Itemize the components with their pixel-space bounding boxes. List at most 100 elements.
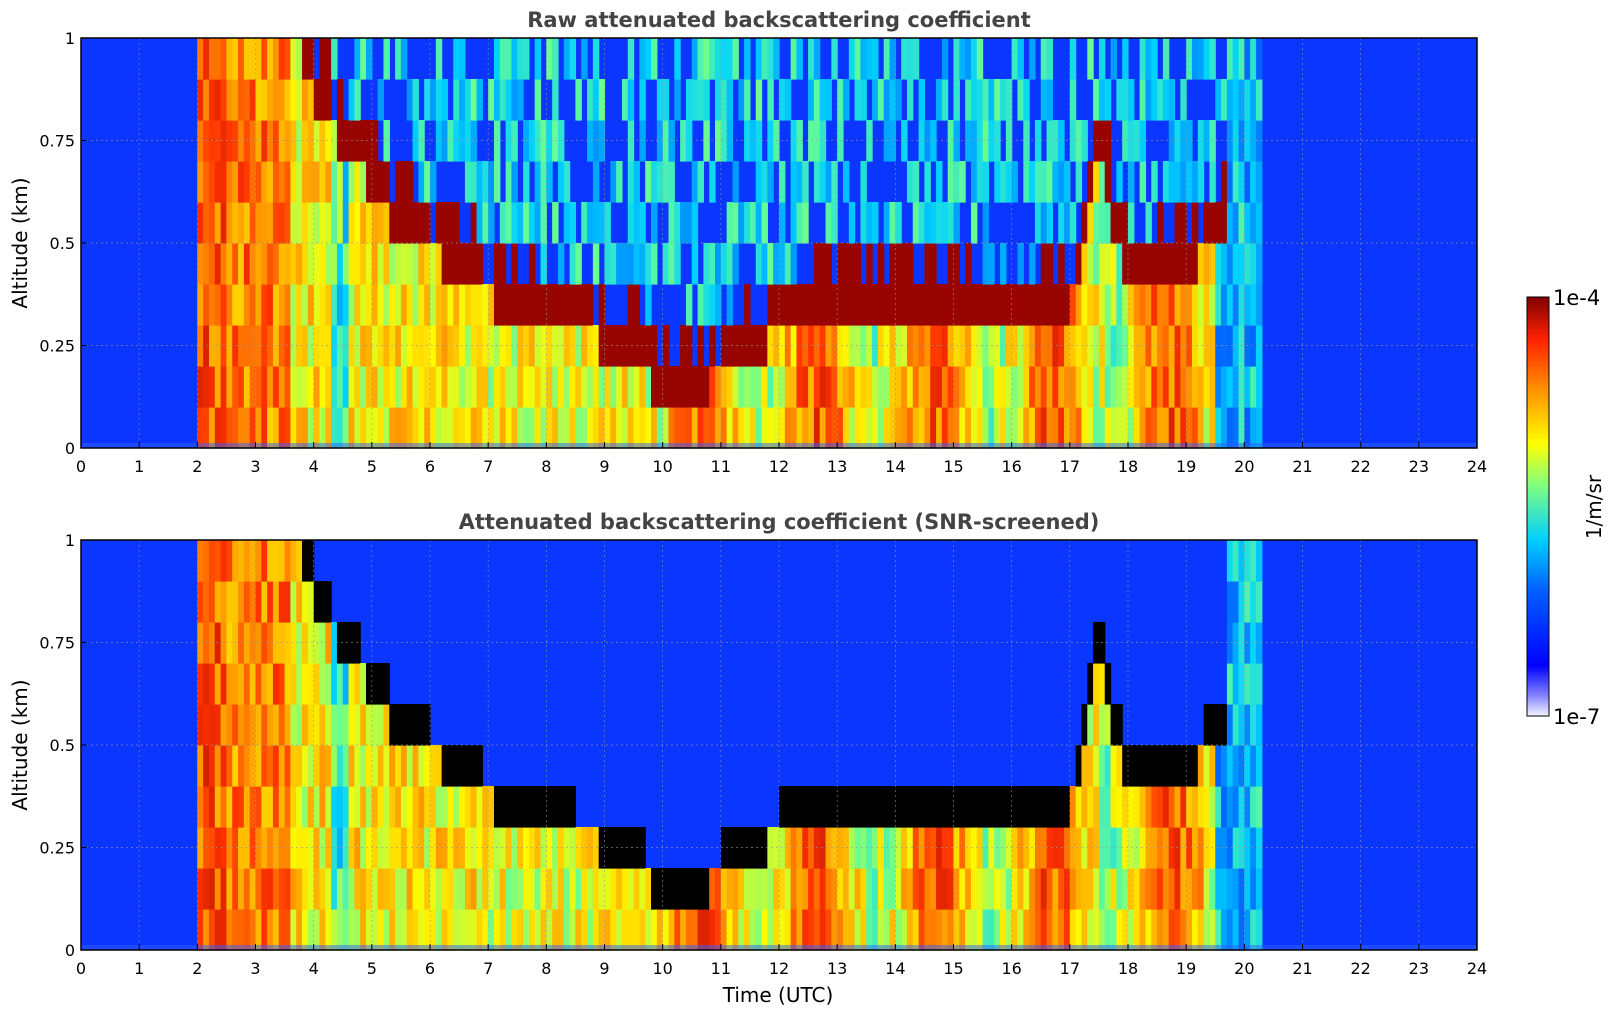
heatmap-cell	[936, 79, 943, 121]
heatmap-cell	[662, 120, 670, 162]
heatmap-cell	[540, 827, 547, 869]
heatmap-cell	[406, 366, 414, 408]
heatmap-cell	[581, 38, 588, 80]
heatmap-cell	[552, 909, 559, 951]
heatmap-cell	[511, 868, 518, 910]
heatmap-cell	[866, 243, 873, 285]
heatmap-cell	[255, 366, 262, 408]
heatmap-cell	[1203, 909, 1211, 951]
heatmap-cell	[941, 202, 949, 244]
heatmap-cell	[1226, 202, 1234, 244]
heatmap-cell	[1058, 284, 1065, 326]
heatmap-cell	[941, 284, 949, 326]
heatmap-cell	[953, 79, 960, 121]
heatmap-cell	[552, 38, 559, 80]
heatmap-cell	[1151, 366, 1158, 408]
heatmap-cell	[918, 284, 926, 326]
heatmap-cell	[284, 868, 291, 910]
heatmap-cell	[464, 284, 472, 326]
heatmap-cell	[319, 581, 326, 623]
x-tick-label: 17	[1060, 457, 1080, 476]
heatmap-cell	[261, 540, 268, 582]
heatmap-cell	[1162, 868, 1170, 910]
heatmap-cell	[296, 407, 303, 449]
heatmap-cell	[639, 366, 646, 408]
heatmap-cell	[1250, 202, 1257, 244]
heatmap-cell	[680, 202, 687, 244]
heatmap-cell	[493, 786, 501, 828]
heatmap-cell	[1023, 868, 1030, 910]
heatmap-cell	[959, 407, 966, 449]
heatmap-cell	[1104, 407, 1112, 449]
heatmap-cell	[377, 325, 385, 367]
heatmap-cell	[336, 827, 344, 869]
heatmap-cell	[278, 243, 286, 285]
heatmap-cell	[278, 745, 286, 787]
heatmap-cell	[302, 366, 309, 408]
heatmap-cell	[581, 868, 588, 910]
heatmap-cell	[430, 745, 437, 787]
heatmap-cell	[715, 243, 722, 285]
heatmap-cell	[1238, 202, 1245, 244]
heatmap-cell	[1221, 366, 1228, 408]
heatmap-cell	[1000, 79, 1007, 121]
heatmap-cell	[604, 407, 611, 449]
heatmap-cell	[976, 366, 984, 408]
heatmap-cell	[203, 202, 210, 244]
heatmap-cell	[418, 704, 425, 746]
heatmap-cell	[854, 284, 862, 326]
x-tick-label: 3	[250, 457, 260, 476]
heatmap-cell	[540, 161, 547, 203]
heatmap-cell	[552, 366, 559, 408]
heatmap-cell	[872, 202, 879, 244]
heatmap-cell	[354, 366, 361, 408]
heatmap-cell	[1081, 120, 1088, 162]
heatmap-cell	[1075, 786, 1083, 828]
heatmap-cell	[1133, 745, 1141, 787]
heatmap-cell	[488, 161, 495, 203]
heatmap-cell	[255, 120, 262, 162]
heatmap-cell	[313, 79, 321, 121]
heatmap-cell	[296, 202, 303, 244]
heatmap-cell	[261, 120, 268, 162]
heatmap-cell	[336, 202, 344, 244]
heatmap-cell	[1081, 704, 1088, 746]
heatmap-cell	[953, 161, 960, 203]
heatmap-cell	[1081, 909, 1088, 951]
heatmap-cell	[424, 161, 431, 203]
heatmap-cell	[1110, 38, 1117, 80]
heatmap-cell	[976, 827, 984, 869]
heatmap-cell	[1075, 868, 1083, 910]
heatmap-cell	[1250, 745, 1257, 787]
heatmap-cell	[267, 366, 274, 408]
heatmap-cell	[400, 161, 408, 203]
heatmap-cell	[307, 786, 315, 828]
heatmap-cell	[272, 366, 280, 408]
heatmap-cell	[505, 325, 513, 367]
heatmap-cell	[313, 284, 321, 326]
heatmap-cell	[592, 38, 600, 80]
heatmap-cell	[1087, 827, 1094, 869]
heatmap-cell	[901, 120, 908, 162]
heatmap-cell	[656, 407, 664, 449]
heatmap-cell	[1005, 120, 1013, 162]
heatmap-cell	[412, 407, 419, 449]
heatmap-cell	[342, 663, 350, 705]
heatmap-cell	[1232, 202, 1240, 244]
heatmap-cell	[1052, 120, 1059, 162]
heatmap-cell	[1116, 366, 1123, 408]
heatmap-cell	[720, 120, 728, 162]
heatmap-cell	[912, 284, 920, 326]
heatmap-cell	[482, 868, 489, 910]
heatmap-cell	[1034, 407, 1042, 449]
heatmap-cell	[970, 284, 978, 326]
heatmap-cell	[889, 366, 896, 408]
heatmap-cell	[377, 243, 385, 285]
heatmap-cell	[249, 79, 257, 121]
heatmap-cell	[842, 79, 850, 121]
heatmap-cell	[366, 366, 373, 408]
heatmap-cell	[1226, 581, 1234, 623]
heatmap-cell	[226, 366, 233, 408]
heatmap-cell	[1226, 366, 1234, 408]
x-tick-label: 14	[885, 457, 905, 476]
